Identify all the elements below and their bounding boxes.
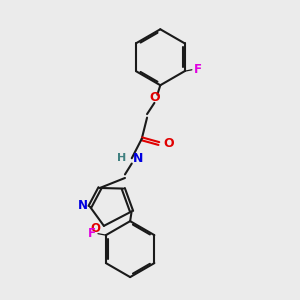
Text: H: H xyxy=(117,153,126,163)
Text: O: O xyxy=(90,222,100,235)
Text: O: O xyxy=(149,91,160,104)
Text: F: F xyxy=(194,63,202,76)
Text: O: O xyxy=(163,137,174,150)
Text: N: N xyxy=(133,152,143,165)
Text: N: N xyxy=(78,199,88,212)
Text: F: F xyxy=(88,227,96,240)
